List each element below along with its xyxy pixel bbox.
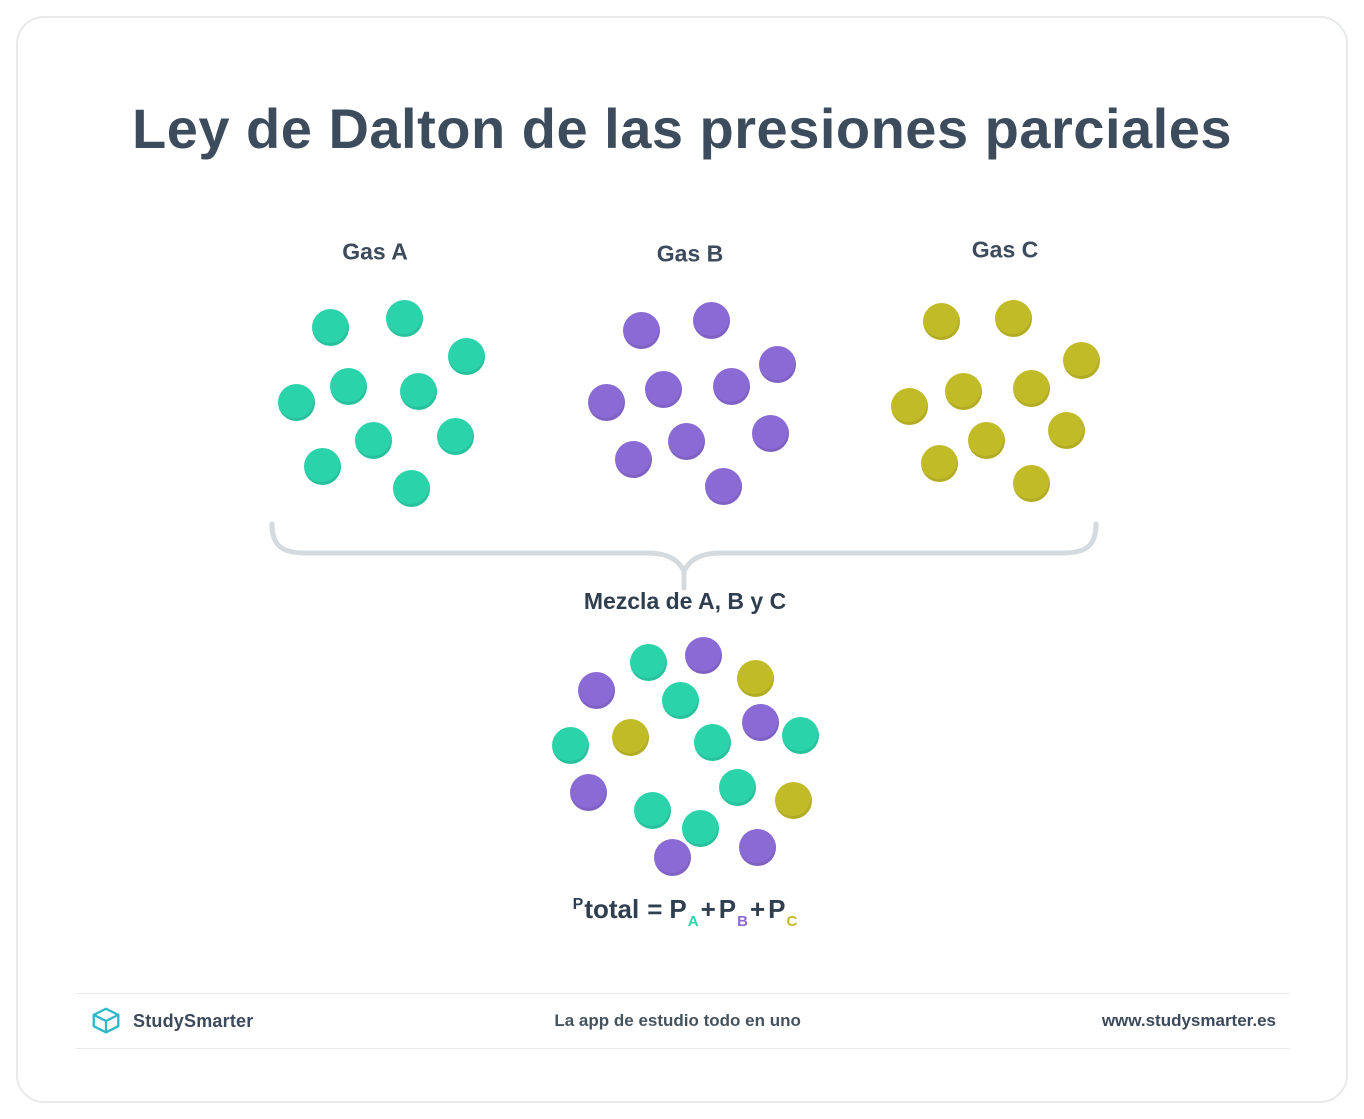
gas-particle: [277, 383, 315, 421]
formula-total-label: total: [584, 894, 640, 924]
formula-sub-b: B: [737, 913, 748, 930]
mixture-particle: [681, 809, 719, 847]
gas-particle: [1012, 369, 1050, 407]
mixture-particle: [577, 671, 615, 709]
gas-particle: [303, 447, 341, 485]
mixture-particle: [629, 643, 667, 681]
formula-sub-a: A: [687, 913, 699, 930]
gas-particle: [890, 387, 928, 425]
gas-particle: [329, 367, 367, 405]
mixture-particle: [781, 716, 819, 754]
gas-particle: [1062, 341, 1100, 379]
gas-particle: [644, 370, 682, 408]
page-title: Ley de Dalton de las presiones parciales: [132, 97, 1232, 160]
gas-label-b: Gas B: [656, 240, 724, 267]
gas-label-a: Gas A: [342, 238, 408, 265]
gas-particle: [1012, 464, 1050, 502]
formula-ptotal: Ptotal = PA+ PB+ PC: [572, 894, 798, 930]
gas-particle: [944, 372, 982, 410]
formula-p-b: P: [718, 894, 737, 924]
gas-particle: [712, 367, 750, 405]
gas-particle: [392, 469, 430, 507]
mixture-label: Mezcla de A, B y C: [583, 588, 787, 614]
gas-particle: [967, 421, 1005, 459]
formula-plus-2: +: [749, 894, 766, 924]
mixture-particle: [684, 636, 722, 674]
gas-particle: [704, 467, 742, 505]
mixture-particle: [611, 718, 649, 756]
gas-particle: [1047, 411, 1085, 449]
gas-particle: [758, 345, 796, 383]
formula-equals: =: [647, 894, 663, 924]
gas-particle: [692, 301, 730, 339]
formula-term-a: PA: [669, 894, 698, 930]
gas-particle: [751, 414, 789, 452]
formula-sub-c: C: [786, 913, 798, 930]
footer-tagline: La app de estudio todo en uno: [554, 1011, 801, 1030]
mixture-particle: [633, 791, 671, 829]
gas-particle: [922, 302, 960, 340]
gas-particle: [354, 421, 392, 459]
formula-term-b: PB: [718, 894, 748, 930]
gas-particle: [436, 417, 474, 455]
mixture-particle: [551, 726, 589, 764]
mixture-particle: [741, 703, 779, 741]
mixture-particle: [693, 723, 731, 761]
gas-particle: [385, 299, 423, 337]
gas-label-c: Gas C: [971, 236, 1039, 263]
gas-particle: [920, 444, 958, 482]
gas-particle: [311, 308, 349, 346]
gas-particle: [399, 372, 437, 410]
gas-particle: [614, 440, 652, 478]
mixture-particle: [653, 838, 691, 876]
gas-particle: [994, 299, 1032, 337]
footer: StudySmarter La app de estudio todo en u…: [75, 993, 1290, 1049]
gas-particle: [622, 311, 660, 349]
mixture-particle: [661, 681, 699, 719]
mixture-particle: [718, 768, 756, 806]
mixture-particle: [738, 828, 776, 866]
mixture-particle: [736, 659, 774, 697]
gas-particle: [447, 337, 485, 375]
gas-particle: [587, 383, 625, 421]
formula-term-c: PC: [768, 894, 797, 930]
formula-p-a: P: [669, 894, 687, 924]
footer-website: www.studysmarter.es: [1101, 1011, 1276, 1030]
brand-name: StudySmarter: [133, 1010, 254, 1031]
mixture-particle: [774, 781, 812, 819]
formula-plus-1: +: [700, 894, 716, 924]
gas-particle: [667, 422, 705, 460]
brand-logo: StudySmarter: [89, 1004, 253, 1038]
mixture-particle: [569, 773, 607, 811]
formula-p-superscript: P: [572, 896, 584, 913]
studysmarter-box-icon: [92, 1007, 120, 1034]
formula-p-c: P: [768, 894, 786, 924]
